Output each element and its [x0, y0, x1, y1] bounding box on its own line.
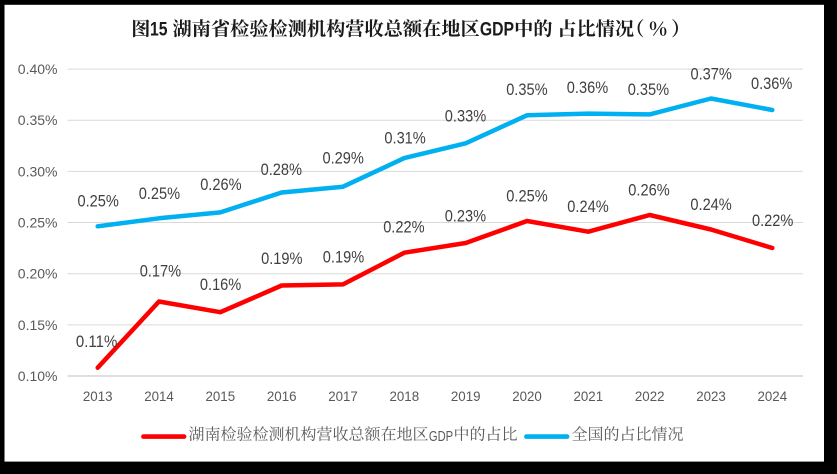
svg-text:0.25%: 0.25% — [506, 186, 548, 205]
svg-text:2017: 2017 — [328, 389, 358, 405]
svg-text:2019: 2019 — [451, 389, 481, 405]
svg-text:0.19%: 0.19% — [323, 248, 365, 267]
svg-text:0.36%: 0.36% — [567, 78, 609, 97]
svg-text:2013: 2013 — [83, 389, 113, 405]
svg-text:0.36%: 0.36% — [751, 74, 793, 93]
svg-text:2014: 2014 — [144, 389, 174, 405]
svg-text:0.30%: 0.30% — [18, 164, 58, 180]
svg-text:0.40%: 0.40% — [18, 62, 58, 78]
svg-text:0.23%: 0.23% — [445, 206, 487, 225]
svg-text:0.35%: 0.35% — [506, 80, 548, 99]
svg-text:0.26%: 0.26% — [628, 180, 670, 199]
svg-text:0.33%: 0.33% — [445, 107, 487, 126]
svg-text:0.24%: 0.24% — [567, 197, 609, 216]
svg-text:0.37%: 0.37% — [691, 65, 733, 84]
svg-text:2024: 2024 — [758, 389, 788, 405]
svg-text:0.20%: 0.20% — [18, 267, 58, 283]
svg-text:2020: 2020 — [512, 389, 542, 405]
svg-text:15: 15 — [150, 20, 168, 41]
svg-text:2016: 2016 — [267, 389, 297, 405]
svg-text:2023: 2023 — [696, 389, 726, 405]
svg-text:0.22%: 0.22% — [752, 211, 794, 230]
svg-text:0.17%: 0.17% — [140, 262, 182, 281]
svg-text:0.25%: 0.25% — [139, 184, 181, 203]
svg-text:0.26%: 0.26% — [200, 175, 242, 194]
svg-text:0.15%: 0.15% — [18, 318, 58, 334]
svg-text:2018: 2018 — [390, 389, 420, 405]
svg-text:0.35%: 0.35% — [628, 80, 670, 99]
svg-text:0.16%: 0.16% — [200, 275, 242, 294]
svg-text:0.24%: 0.24% — [690, 195, 732, 214]
svg-text:2021: 2021 — [574, 389, 604, 405]
svg-text:0.25%: 0.25% — [78, 192, 120, 211]
svg-text:0.31%: 0.31% — [384, 129, 426, 148]
svg-text:0.25%: 0.25% — [18, 215, 58, 231]
svg-text:0.29%: 0.29% — [323, 149, 365, 168]
svg-text:0.11%: 0.11% — [76, 332, 118, 351]
svg-text:2015: 2015 — [206, 389, 236, 405]
svg-text:GDP: GDP — [480, 20, 514, 41]
svg-text:0.19%: 0.19% — [261, 249, 303, 268]
svg-text:GDP: GDP — [429, 429, 453, 445]
svg-text:0.22%: 0.22% — [383, 218, 425, 237]
svg-text:0.35%: 0.35% — [18, 113, 58, 129]
svg-text:2022: 2022 — [635, 389, 665, 405]
svg-text:0.10%: 0.10% — [18, 369, 58, 385]
svg-text:0.28%: 0.28% — [261, 160, 303, 179]
